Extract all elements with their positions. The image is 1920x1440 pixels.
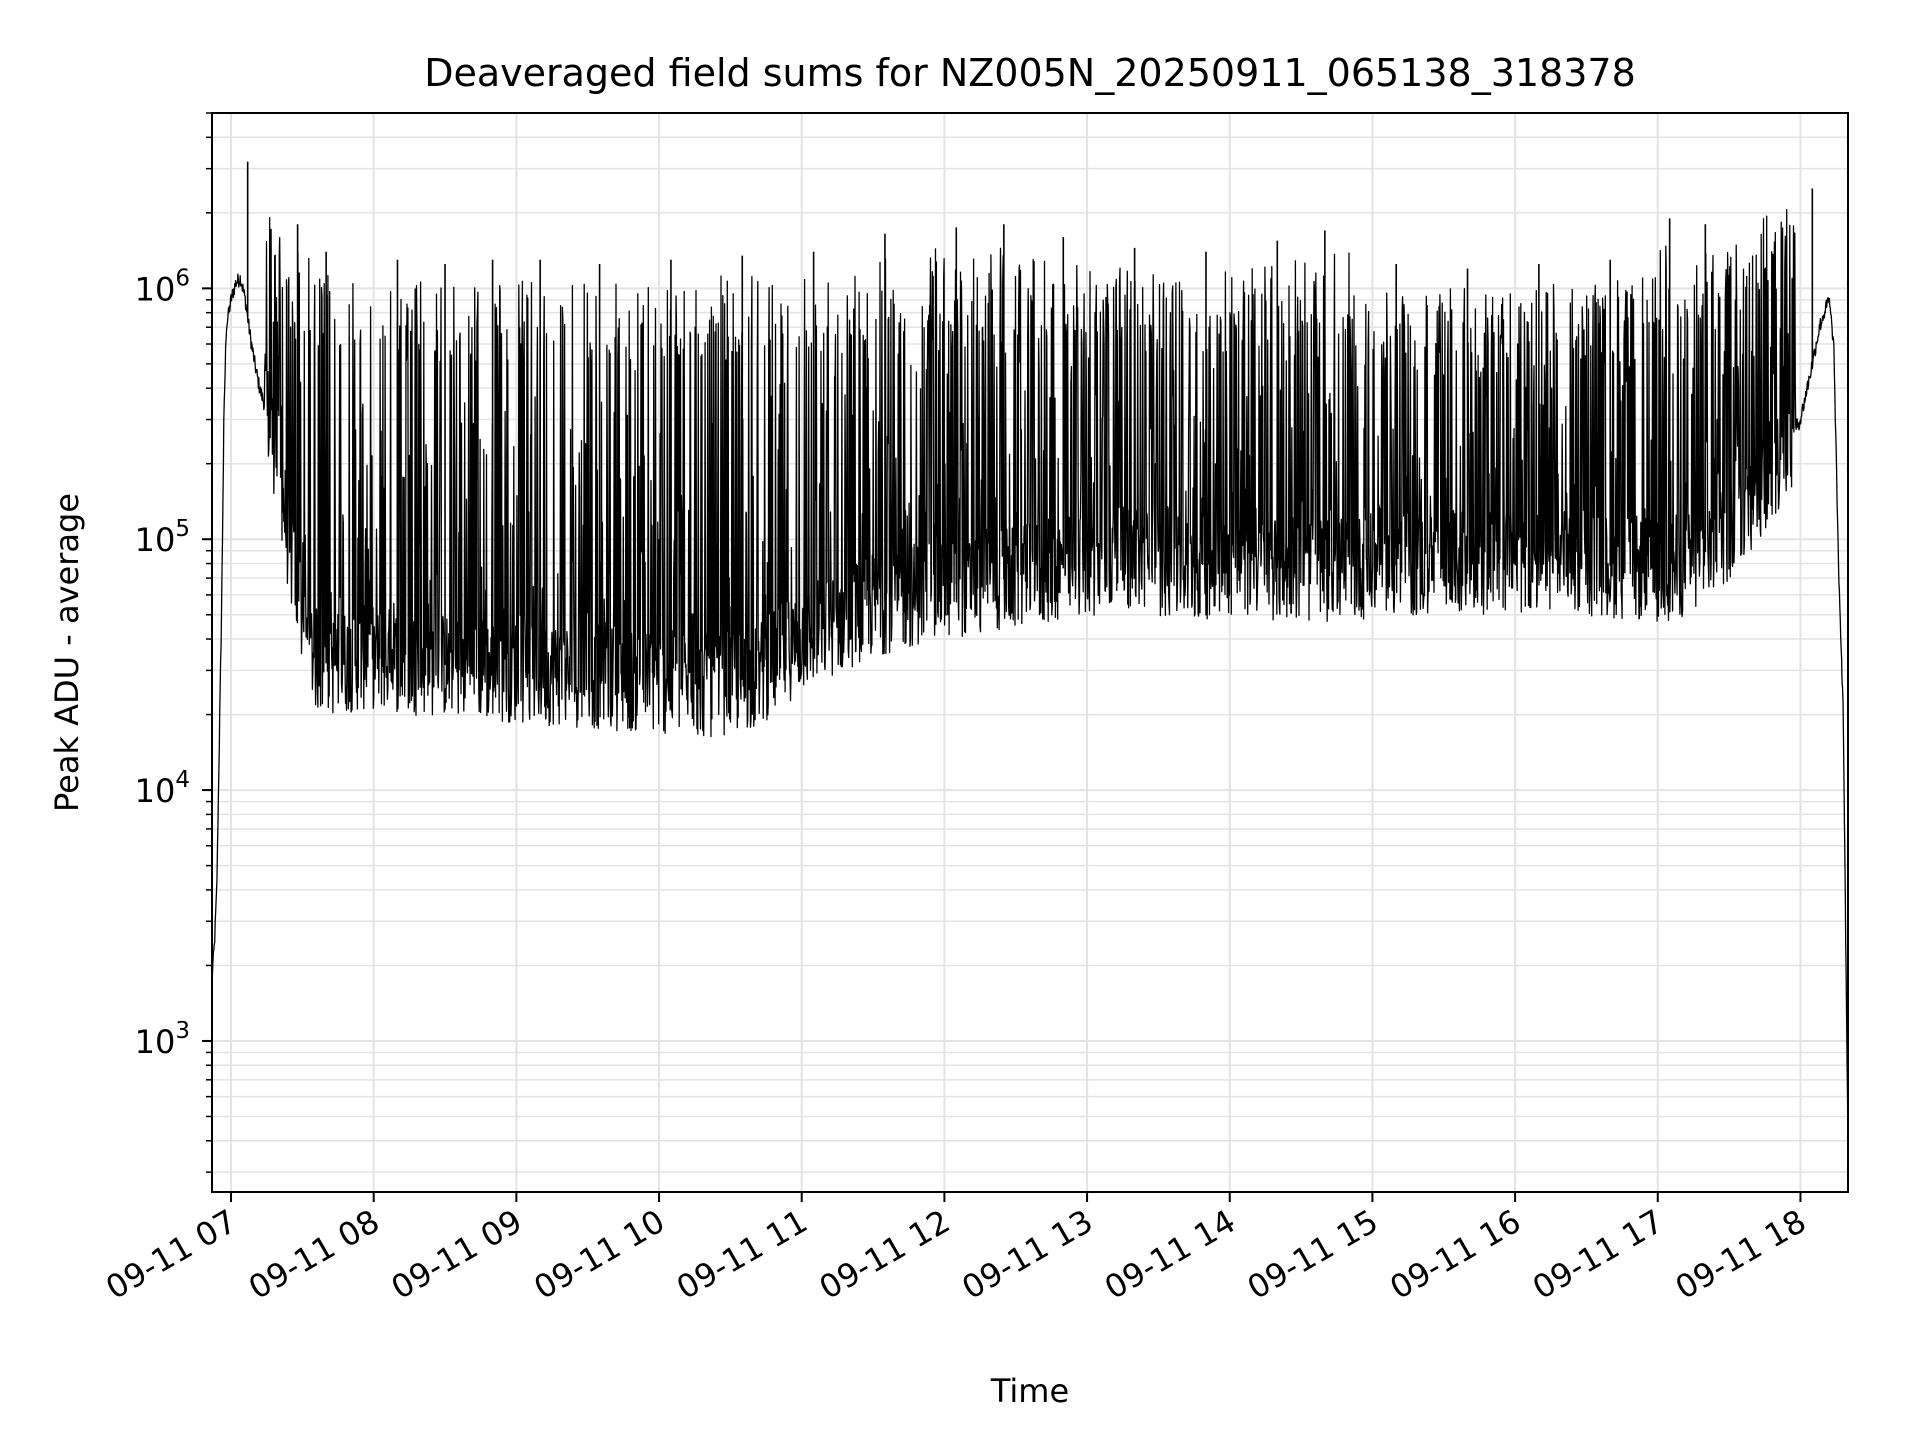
y-tick-label-exponent: 5: [175, 516, 190, 542]
y-tick-label-exponent: 3: [175, 1018, 190, 1044]
y-tick-label-exponent: 6: [175, 265, 190, 291]
series-line: [212, 208, 1848, 1141]
grid-lines: [212, 112, 1848, 1192]
y-tick-label-base: 10: [135, 521, 176, 559]
y-tick-label-base: 10: [135, 1023, 176, 1061]
data-layer: [212, 161, 1848, 1141]
chart-title: Deaveraged field sums for NZ005N_2025091…: [424, 51, 1636, 95]
y-tick-label-base: 10: [135, 772, 176, 810]
y-tick-label: 105: [135, 516, 190, 559]
x-axis-label: Time: [990, 1372, 1069, 1410]
y-tick-label: 104: [135, 767, 190, 810]
y-tick-label-exponent: 4: [175, 767, 190, 793]
y-axis-label: Peak ADU - average: [48, 493, 86, 812]
y-tick-label: 103: [135, 1018, 190, 1061]
y-tick-label: 106: [135, 265, 190, 308]
y-tick-label-base: 10: [135, 270, 176, 308]
axes-frame: [211, 112, 1849, 1193]
